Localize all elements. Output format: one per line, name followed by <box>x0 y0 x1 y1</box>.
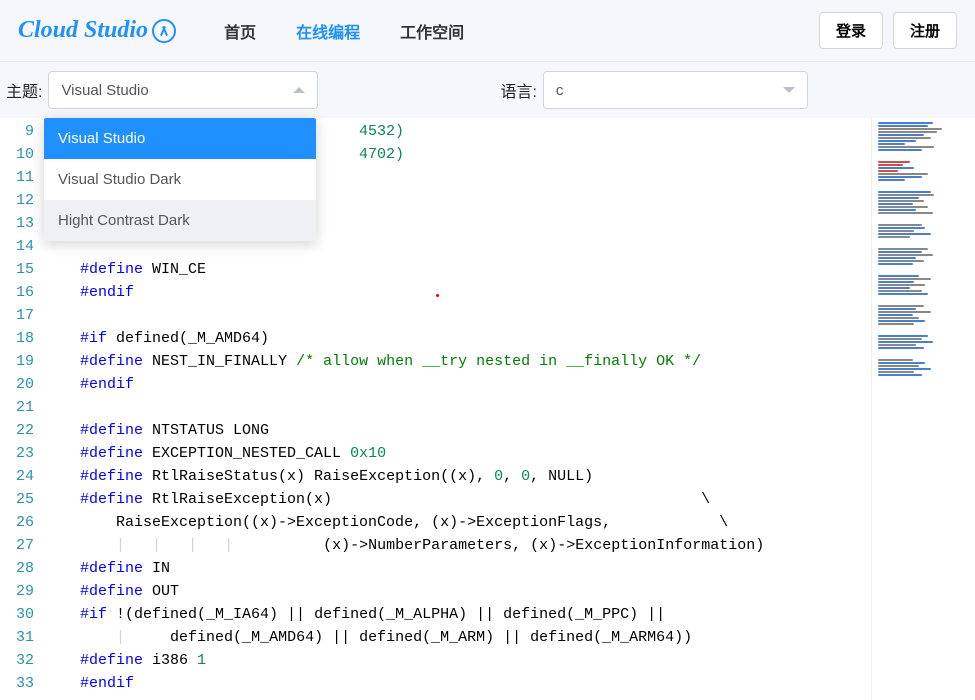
line-number: 20 <box>0 373 34 396</box>
line-number: 11 <box>0 166 34 189</box>
line-number: 19 <box>0 350 34 373</box>
top-bar: Cloud Studio 首页 在线编程 工作空间 登录 注册 <box>0 0 975 62</box>
line-number: 27 <box>0 534 34 557</box>
code-line[interactable]: #define RtlRaiseStatus(x) RaiseException… <box>44 465 871 488</box>
code-line[interactable]: RaiseException((x)->ExceptionCode, (x)->… <box>44 511 871 534</box>
line-number: 24 <box>0 465 34 488</box>
code-line[interactable]: #define RtlRaiseException(x) \ <box>44 488 871 511</box>
chevron-up-icon <box>293 87 305 93</box>
code-line[interactable]: #define IN <box>44 557 871 580</box>
code-line[interactable]: #if !(defined(_M_IA64) || defined(_M_ALP… <box>44 603 871 626</box>
line-number: 32 <box>0 649 34 672</box>
line-number: 15 <box>0 258 34 281</box>
code-line[interactable]: #define NTSTATUS LONG <box>44 419 871 442</box>
line-number: 28 <box>0 557 34 580</box>
line-number: 14 <box>0 235 34 258</box>
line-number: 13 <box>0 212 34 235</box>
theme-option[interactable]: Visual Studio <box>44 118 316 159</box>
auth-buttons: 登录 注册 <box>819 12 957 49</box>
code-line[interactable]: #define OUT <box>44 580 871 603</box>
line-number: 9 <box>0 120 34 143</box>
line-gutter: 9101112131415161718192021222324252627282… <box>0 118 44 700</box>
logo[interactable]: Cloud Studio <box>18 17 176 44</box>
minimap-block <box>878 335 969 349</box>
language-label: 语言: <box>500 78 536 102</box>
minimap-block <box>878 359 969 376</box>
code-line[interactable]: #endif <box>44 281 871 304</box>
code-line[interactable]: #endif <box>44 672 871 695</box>
minimap-block <box>878 122 969 151</box>
line-number: 12 <box>0 189 34 212</box>
line-number: 25 <box>0 488 34 511</box>
line-number: 10 <box>0 143 34 166</box>
line-number: 16 <box>0 281 34 304</box>
minimap-block <box>878 305 969 325</box>
theme-label: 主题: <box>6 78 42 102</box>
language-select[interactable]: c <box>543 71 808 109</box>
code-line[interactable]: #endif <box>44 373 871 396</box>
minimap-block <box>878 224 969 238</box>
minimap-block <box>878 161 969 181</box>
theme-option[interactable]: Hight Contrast Dark <box>44 200 316 241</box>
line-number: 17 <box>0 304 34 327</box>
register-button[interactable]: 注册 <box>893 12 957 49</box>
line-number: 21 <box>0 396 34 419</box>
code-line[interactable]: #define EXCEPTION_NESTED_CALL 0x10 <box>44 442 871 465</box>
line-number: 18 <box>0 327 34 350</box>
code-line[interactable]: #define NEST_IN_FINALLY /* allow when __… <box>44 350 871 373</box>
line-number: 33 <box>0 672 34 695</box>
line-number: 29 <box>0 580 34 603</box>
line-number: 22 <box>0 419 34 442</box>
language-select-value: c <box>556 82 564 99</box>
nav-item[interactable]: 在线编程 <box>296 19 360 43</box>
minimap[interactable] <box>871 118 975 700</box>
minimap-block <box>878 191 969 214</box>
logo-icon <box>152 19 176 43</box>
code-line[interactable]: #define WIN_CE <box>44 258 871 281</box>
theme-select[interactable]: Visual Studio <box>48 71 318 109</box>
code-line[interactable]: #if defined(_M_AMD64) <box>44 327 871 350</box>
line-number: 31 <box>0 626 34 649</box>
logo-text: Cloud Studio <box>18 17 148 44</box>
code-line[interactable] <box>44 396 871 419</box>
theme-option[interactable]: Visual Studio Dark <box>44 159 316 200</box>
theme-select-value: Visual Studio <box>61 82 148 99</box>
minimap-block <box>878 248 969 265</box>
line-number: 26 <box>0 511 34 534</box>
login-button[interactable]: 登录 <box>819 12 883 49</box>
chevron-down-icon <box>783 87 795 93</box>
cursor-marker <box>436 294 439 297</box>
nav-item[interactable]: 工作空间 <box>400 19 464 43</box>
nav: 首页 在线编程 工作空间 <box>224 19 464 43</box>
line-number: 23 <box>0 442 34 465</box>
line-number: 30 <box>0 603 34 626</box>
toolbar: 主题: Visual Studio 语言: c <box>0 62 975 118</box>
code-line[interactable]: | | | | (x)->NumberParameters, (x)->Exce… <box>44 534 871 557</box>
theme-dropdown: Visual StudioVisual Studio DarkHight Con… <box>44 118 316 241</box>
nav-item[interactable]: 首页 <box>224 19 256 43</box>
code-line[interactable]: | defined(_M_AMD64) || defined(_M_ARM) |… <box>44 626 871 649</box>
minimap-block <box>878 275 969 295</box>
code-line[interactable]: #define i386 1 <box>44 649 871 672</box>
code-line[interactable] <box>44 304 871 327</box>
